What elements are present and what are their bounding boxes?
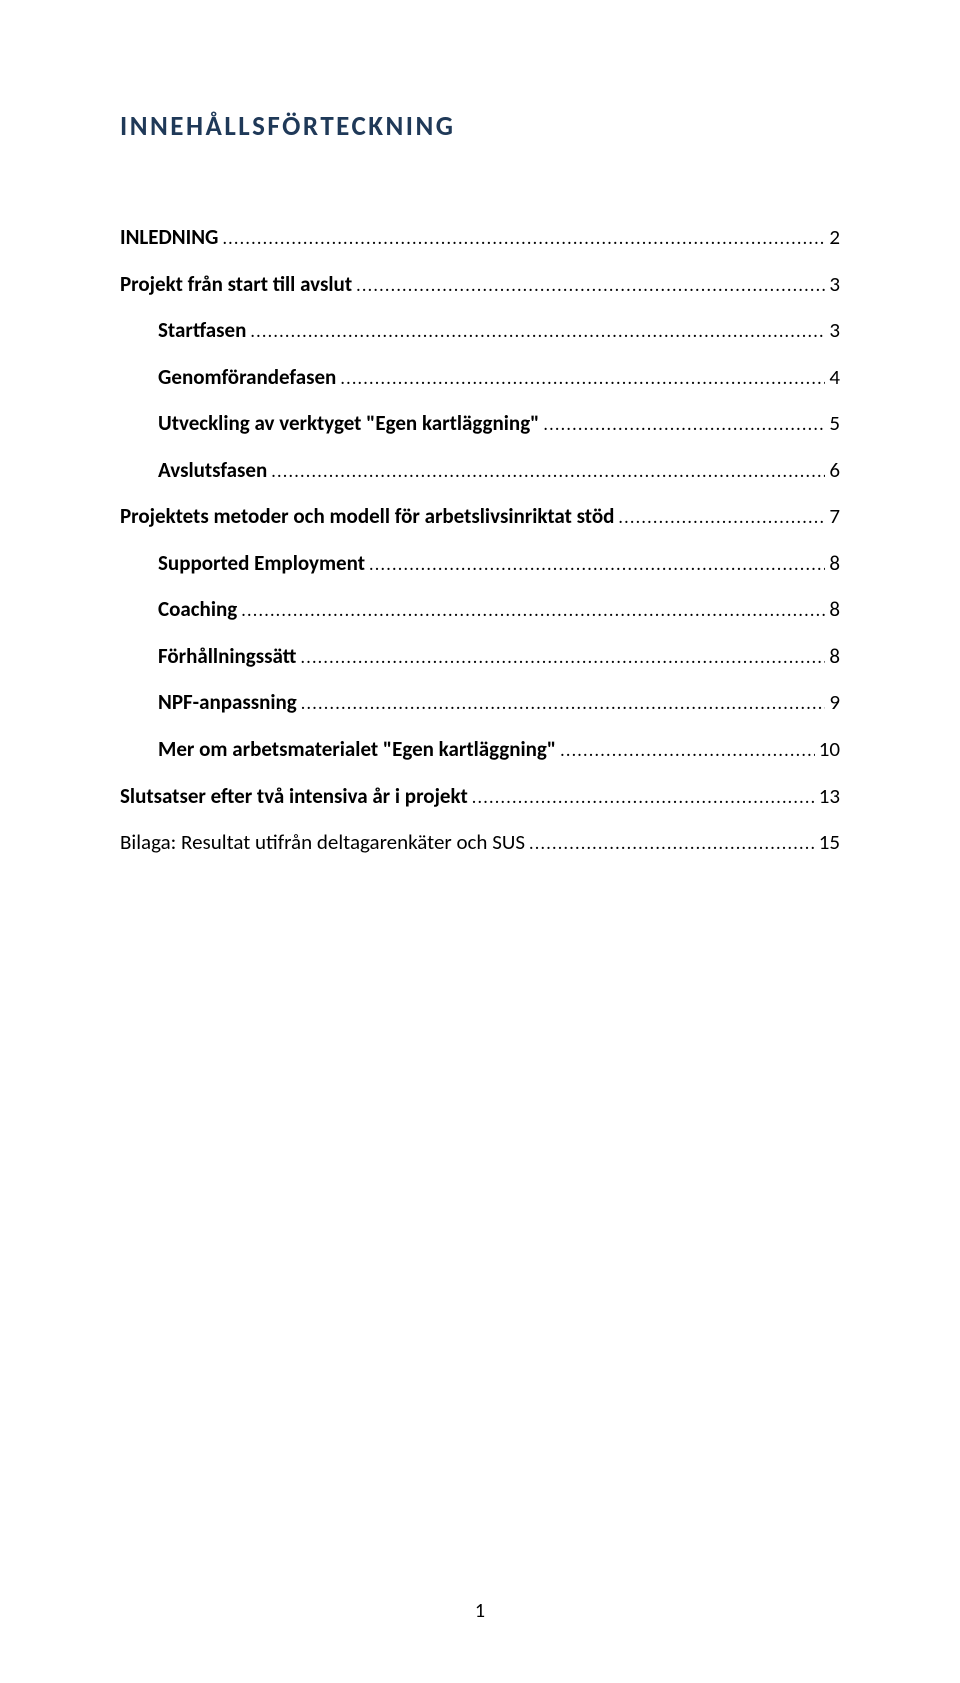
toc-entry-label: Projektets metoder och modell för arbets…	[120, 500, 614, 533]
toc-entry-label: Genomförandefasen	[158, 361, 336, 394]
toc-entry-label: Coaching	[158, 593, 237, 626]
toc-entry: Supported Employment 8	[120, 547, 840, 580]
toc-leader-dots	[543, 407, 825, 440]
toc-entry-label: INLEDNING	[120, 221, 218, 254]
toc-leader-dots	[301, 686, 826, 719]
toc-entry: Avslutsfasen 6	[120, 454, 840, 487]
page-title: INNEHÅLLSFÖRTECKNING	[120, 110, 840, 143]
toc-entry-page: 15	[819, 826, 840, 859]
toc-entry: Mer om arbetsmaterialet "Egen kartläggni…	[120, 733, 840, 766]
toc-entry-page: 8	[829, 593, 840, 626]
toc-leader-dots	[250, 314, 825, 347]
page-number: 1	[0, 1599, 960, 1623]
toc-entry: Genomförandefasen 4	[120, 361, 840, 394]
toc-entry-label: Förhållningssätt	[158, 640, 296, 673]
toc-entry-page: 5	[829, 407, 840, 440]
toc-entry: Slutsatser efter två intensiva år i proj…	[120, 780, 840, 813]
toc-entry: Projektets metoder och modell för arbets…	[120, 500, 840, 533]
toc-entry-page: 4	[829, 361, 840, 394]
toc-leader-dots	[472, 780, 815, 813]
toc-entry-page: 10	[819, 733, 840, 766]
toc-leader-dots	[356, 268, 825, 301]
toc-leader-dots	[340, 361, 825, 394]
document-page: INNEHÅLLSFÖRTECKNING INLEDNING 2 Projekt f…	[0, 0, 960, 1683]
toc-entry-page: 13	[819, 780, 840, 813]
toc-entry-label: Bilaga: Resultat utifrån deltagarenkäter…	[120, 826, 525, 859]
toc-leader-dots	[369, 547, 825, 580]
toc-entry: Utveckling av verktyget "Egen kartläggni…	[120, 407, 840, 440]
toc-entry-label: Projekt från start till avslut	[120, 268, 352, 301]
toc-entry-label: Utveckling av verktyget "Egen kartläggni…	[158, 407, 539, 440]
table-of-contents: INLEDNING 2 Projekt från start till avslut…	[120, 221, 840, 859]
toc-entry-label: Slutsatser efter två intensiva år i proj…	[120, 780, 468, 813]
toc-entry-page: 3	[829, 314, 840, 347]
toc-leader-dots	[560, 733, 815, 766]
toc-entry: INLEDNING 2	[120, 221, 840, 254]
toc-entry-label: Mer om arbetsmaterialet "Egen kartläggni…	[158, 733, 556, 766]
toc-entry: Projekt från start till avslut 3	[120, 268, 840, 301]
toc-entry-page: 3	[829, 268, 840, 301]
toc-leader-dots	[222, 221, 825, 254]
toc-entry-page: 8	[829, 640, 840, 673]
toc-entry-label: Avslutsfasen	[158, 454, 267, 487]
toc-entry: Förhållningssätt 8	[120, 640, 840, 673]
toc-entry: Bilaga: Resultat utifrån deltagarenkäter…	[120, 826, 840, 859]
toc-entry: Coaching 8	[120, 593, 840, 626]
toc-entry-page: 8	[829, 547, 840, 580]
toc-leader-dots	[618, 500, 825, 533]
toc-entry-page: 7	[829, 500, 840, 533]
toc-entry-page: 9	[829, 686, 840, 719]
toc-entry-label: NPF-anpassning	[158, 686, 297, 719]
toc-entry: NPF-anpassning 9	[120, 686, 840, 719]
toc-entry-page: 2	[829, 221, 840, 254]
toc-leader-dots	[271, 454, 825, 487]
toc-entry-label: Supported Employment	[158, 547, 365, 580]
toc-entry-page: 6	[829, 454, 840, 487]
toc-entry-label: Startfasen	[158, 314, 246, 347]
toc-leader-dots	[300, 640, 825, 673]
toc-leader-dots	[529, 826, 815, 859]
toc-leader-dots	[241, 593, 825, 626]
toc-entry: Startfasen 3	[120, 314, 840, 347]
